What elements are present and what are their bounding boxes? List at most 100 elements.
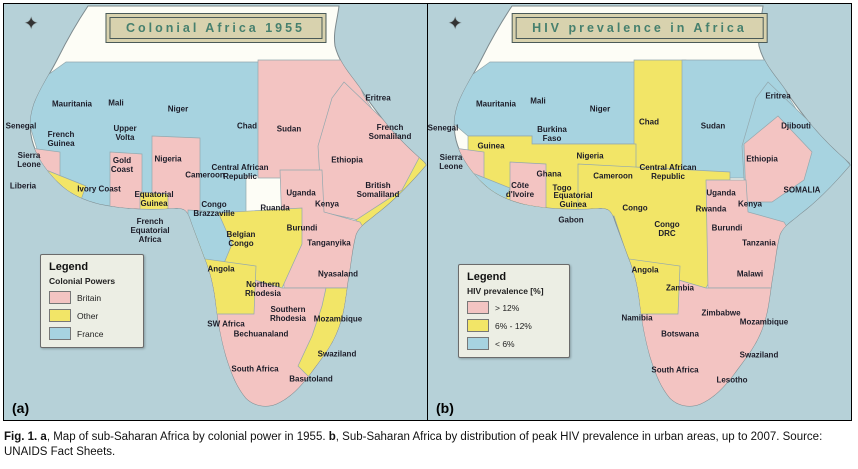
country-label: Chad [639,117,659,127]
legend-label: Britain [77,292,102,303]
legend-label: France [77,328,104,339]
country-label: SW Africa [207,319,245,329]
panel-a-title: Colonial Africa 1955 [108,17,323,39]
country-label: Congo Brazzaville [193,200,235,218]
country-label: Mozambique [739,317,789,327]
country-label: Ethiopia [331,155,363,165]
country-label: Niger [167,104,189,114]
country-label: Ivory Coast [77,184,121,194]
legend-label: < 6% [495,338,515,349]
country-label: Gabon [558,215,584,225]
country-label: Northern Rhodesia [244,280,281,298]
panel-a-letter: (a) [12,400,30,416]
panel-b-letter: (b) [436,400,454,416]
legend-label: 6% - 12% [495,320,532,331]
country-label: Ghana [536,169,562,179]
country-label: Angola [207,264,235,274]
map-a [4,4,427,420]
country-label: Cameroon [185,170,225,180]
country-label: Southern Rhodesia [269,305,306,323]
swatch-mid [467,319,489,332]
country-label: Chad [237,121,257,131]
country-label: Malawi [736,269,764,279]
legend-item: 6% - 12% [467,319,561,332]
legend-a: Legend Colonial Powers Britain Other Fra… [40,254,144,348]
legend-item: < 6% [467,337,561,350]
country-label: Ethiopia [746,154,778,164]
maps-container: ✦ Colonial Africa 1955 Mauritania Mali Nig… [3,3,852,421]
country-labels-a: Mauritania Mali Niger Chad Sudan Eritrea Frenc… [4,4,427,420]
country-label: Mauritania [475,99,517,109]
country-label: Zimbabwe [701,308,741,318]
legend-b: Legend HIV prevalence [%] > 12% 6% - 12%… [458,264,570,358]
legend-item: France [49,327,135,340]
panel-b-title: HIV prevalence in Africa [515,17,764,39]
country-label: Namibia [621,313,653,323]
country-label: Tanzania [742,238,776,248]
swatch-low [467,337,489,350]
country-label: Swaziland [739,350,779,360]
country-label: Uganda [706,188,736,198]
country-label: Nyasaland [317,269,359,279]
country-label: Uganda [286,188,316,198]
country-label: Kenya [737,199,763,209]
country-label: Ruanda [260,203,290,213]
compass-icon: ✦ [24,14,39,33]
country-label: Central African Republic [211,163,269,181]
country-label: Niger [589,104,611,114]
caption-part: , Sub-Saharan Africa by distribution of … [4,431,823,458]
country-label: Bechuanaland [233,329,289,339]
country-label: Burundi [711,223,743,233]
figure-caption: Fig. 1. a, Map of sub-Saharan Africa by … [4,430,854,460]
country-label: Senegal [427,123,459,133]
country-label: Zambia [665,283,695,293]
country-label: Eritrea [365,93,391,103]
country-label: Rwanda [695,204,727,214]
swatch-other [49,309,71,322]
country-label: French Somaliland [368,123,412,141]
country-label: Congo [622,203,648,213]
panel-a: ✦ Colonial Africa 1955 Mauritania Mali Nig… [4,4,427,420]
country-label: SOMALIA [783,185,821,195]
country-label: Djibouti [781,121,811,131]
country-label: South Africa [651,365,699,375]
caption-part: , Map of sub-Saharan Africa by colonial … [46,431,329,443]
country-label: Mozambique [313,314,363,324]
caption-part: b [328,431,336,443]
country-label: Tanganyika [307,238,351,248]
country-label: Guinea [477,141,505,151]
country-label: Sierra Leone [439,153,463,171]
swatch-britain [49,291,71,304]
country-label: Belgian Congo [226,230,256,248]
country-label: Congo DRC [654,220,680,238]
country-label: Liberia [9,181,37,191]
country-label: Mauritania [51,99,93,109]
legend-item: Other [49,309,135,322]
caption-part: Fig. 1. [4,431,41,443]
swatch-high [467,301,489,314]
country-label: Mali [530,96,546,106]
country-label: Lesotho [716,375,748,385]
legend-label: Other [77,310,99,321]
country-label: Botswana [661,329,699,339]
legend-item: > 12% [467,301,561,314]
panel-b: ✦ HIV prevalence in Africa Mauritania Mal… [427,4,851,420]
country-label: Sudan [276,124,302,134]
caption-part: a [40,431,47,443]
country-label: Swaziland [317,349,357,359]
country-label: Kenya [314,199,340,209]
country-label: French Equatorial Africa [130,216,170,244]
country-label: Sudan [700,121,726,131]
country-label: Cameroon [593,171,633,181]
country-label: Central African Republic [639,163,697,181]
compass-icon: ✦ [448,14,463,33]
country-label: Equatorial Guinea [553,191,593,209]
country-label: Basutoland [289,374,333,384]
legend-title: Legend [49,261,89,273]
country-labels-b: Mauritania Mali Niger Chad Sudan Eritrea Djibo… [428,4,851,420]
country-label: South Africa [231,364,279,374]
country-label: Nigeria [576,151,604,161]
country-label: Upper Volta [113,124,137,142]
country-label: Angola [631,265,659,275]
